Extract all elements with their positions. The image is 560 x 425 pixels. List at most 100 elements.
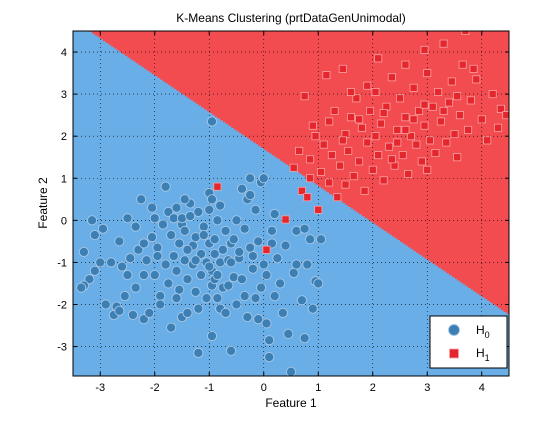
h0-point — [212, 215, 223, 226]
h0-point — [225, 345, 237, 356]
y-tick-label: 3 — [61, 89, 67, 101]
h0-point — [114, 236, 125, 247]
h0-point — [253, 236, 264, 247]
h0-point — [236, 183, 247, 194]
series-h0 — [76, 116, 327, 376]
h1-point — [374, 151, 383, 160]
h0-point — [171, 293, 182, 304]
y-tick-label: 1 — [61, 173, 67, 185]
h1-point — [303, 193, 312, 202]
h1-point — [379, 109, 388, 118]
h0-point — [136, 194, 147, 205]
h1-point — [401, 125, 410, 134]
h0-point — [283, 328, 294, 339]
h0-point — [253, 314, 264, 325]
h1-point — [409, 83, 418, 92]
h0-point — [182, 274, 193, 285]
chart-title: K-Means Clustering (prtDataGenUnimodal) — [176, 11, 405, 25]
y-tick-label: 4 — [61, 47, 67, 59]
h1-point — [496, 104, 505, 113]
h1-point — [453, 92, 462, 101]
h1-point — [374, 54, 383, 63]
h0-point — [141, 255, 152, 266]
h0-point — [163, 278, 174, 289]
h1-point — [363, 81, 372, 90]
h1-point — [314, 205, 323, 214]
h1-point — [439, 106, 448, 115]
h1-point — [371, 88, 380, 97]
h1-point — [406, 132, 415, 141]
h1-point — [346, 113, 355, 122]
h0-point — [239, 223, 250, 234]
h0-point — [182, 307, 193, 318]
h0-point — [179, 255, 190, 266]
h0-point — [291, 259, 302, 270]
h1-point — [349, 172, 358, 181]
h0-point — [247, 263, 258, 274]
h0-point — [296, 295, 307, 306]
h0-point — [193, 303, 204, 314]
h0-point — [275, 278, 286, 289]
h1-point — [338, 64, 347, 73]
h1-point — [412, 140, 421, 149]
h0-point — [239, 291, 250, 302]
h1-point — [322, 71, 331, 80]
h0-point — [155, 291, 166, 302]
region-h1 — [89, 31, 509, 316]
h0-point — [250, 293, 261, 304]
h1-point — [401, 60, 410, 69]
h1-point — [387, 73, 396, 82]
h0-point — [97, 223, 109, 234]
h0-point — [171, 202, 182, 213]
h0-point — [155, 299, 166, 310]
h0-point — [269, 291, 280, 302]
h1-point — [455, 111, 464, 120]
h1-point — [308, 121, 317, 130]
h1-point — [434, 88, 443, 97]
h0-point — [133, 244, 144, 255]
h0-point — [160, 181, 171, 192]
h0-point — [307, 303, 318, 314]
h0-point — [117, 261, 128, 272]
h0-point — [106, 257, 117, 268]
h0-point — [146, 232, 158, 243]
h0-point — [217, 244, 228, 255]
series-h1 — [213, 31, 509, 254]
h0-point — [250, 204, 261, 215]
h1-point — [393, 138, 402, 147]
h0-point — [144, 307, 155, 318]
x-tick-label: 3 — [424, 382, 430, 394]
h0-point — [206, 194, 218, 205]
h1-point — [300, 92, 309, 101]
h0-point — [125, 253, 136, 264]
h1-point — [447, 77, 456, 86]
h0-point — [87, 215, 98, 226]
h1-point — [319, 140, 328, 149]
h0-point — [212, 269, 223, 281]
h0-point — [291, 225, 302, 236]
h0-point — [196, 248, 207, 260]
h0-point — [206, 116, 218, 127]
h0-point — [272, 253, 283, 264]
h0-point — [122, 213, 133, 224]
h0-point — [166, 322, 177, 333]
h0-point — [168, 251, 179, 262]
x-tick-label: -3 — [95, 382, 105, 394]
h0-point — [258, 259, 269, 270]
h1-point — [306, 174, 315, 183]
h1-point — [431, 149, 440, 158]
h1-point — [420, 100, 429, 109]
h1-point — [420, 45, 429, 54]
h0-point — [89, 230, 100, 241]
h0-point — [198, 221, 209, 232]
h0-point — [258, 173, 269, 184]
h1-point — [398, 151, 407, 160]
h0-point — [174, 284, 185, 295]
h1-point — [330, 106, 339, 115]
h1-point — [306, 155, 315, 164]
h1-point — [415, 106, 424, 115]
h0-point — [247, 251, 258, 262]
h0-point — [264, 352, 275, 363]
